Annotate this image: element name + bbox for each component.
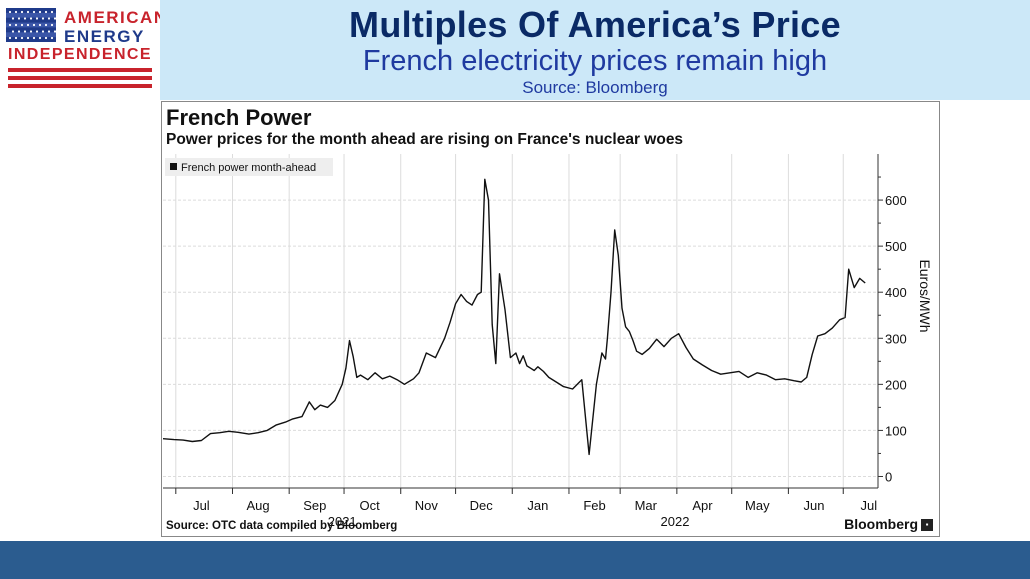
x-tick-label: Apr xyxy=(692,498,713,513)
slide-source: Source: Bloomberg xyxy=(522,78,668,97)
logo-line-energy: ENERGY xyxy=(64,27,145,46)
x-tick-label: Aug xyxy=(247,498,270,513)
x-tick-label: Sep xyxy=(303,498,326,513)
slide-subtitle: French electricity prices remain high xyxy=(362,45,828,77)
chart-panel: French Power Power prices for the month … xyxy=(161,101,940,537)
flag-icon xyxy=(6,8,56,42)
y-tick-label: 600 xyxy=(885,193,907,208)
year-label: 2021 xyxy=(328,514,357,529)
y-tick-label: 500 xyxy=(885,239,907,254)
x-tick-label: Jul xyxy=(861,498,878,513)
chart-source: Source: OTC data compiled by Bloomberg xyxy=(166,520,398,532)
bloomberg-icon: ▪ xyxy=(921,519,933,532)
year-label: 2022 xyxy=(661,514,690,529)
y-tick-label: 100 xyxy=(885,423,907,438)
y-tick-label: 400 xyxy=(885,285,907,300)
x-tick-label: Feb xyxy=(583,498,605,513)
footer-bar xyxy=(0,541,1030,579)
y-tick-label: 200 xyxy=(885,377,907,392)
bloomberg-brand: Bloomberg ▪ xyxy=(844,516,933,532)
y-tick-label: 300 xyxy=(885,331,907,346)
x-tick-label: Oct xyxy=(360,498,381,513)
slide-title: Multiples Of America’s Price xyxy=(349,4,841,45)
logo-stripes xyxy=(8,68,152,88)
legend-label: French power month-ahead xyxy=(181,162,316,174)
slide-header: Multiples Of America’s Price French elec… xyxy=(160,0,1030,100)
logo-line-american: AMERICAN xyxy=(64,8,168,27)
legend-box xyxy=(165,158,333,176)
line-chart: Jul Aug Sep Oct Nov Dec Jan Feb Mar Apr May Jun Jul 2… xyxy=(162,154,933,529)
x-tick-label: Nov xyxy=(415,498,439,513)
chart-subtitle: Power prices for the month ahead are ris… xyxy=(166,131,684,148)
series-line-french-power xyxy=(162,178,866,456)
x-tick-label: Jul xyxy=(193,498,210,513)
company-logo: AMERICAN ENERGY INDEPENDENCE xyxy=(6,6,166,98)
chart-title: French Power xyxy=(166,105,312,130)
logo-line-independence: INDEPENDENCE xyxy=(8,46,152,63)
brand-label: Bloomberg xyxy=(844,516,918,532)
y-tick-label: 0 xyxy=(885,469,892,484)
x-tick-label: Mar xyxy=(635,498,658,513)
x-tick-label: Jan xyxy=(527,498,548,513)
x-tick-label: Dec xyxy=(470,498,494,513)
legend-swatch xyxy=(170,163,177,170)
x-tick-label: May xyxy=(745,498,770,513)
x-tick-label: Jun xyxy=(804,498,825,513)
y-axis-title: Euros/MWh xyxy=(917,259,933,332)
